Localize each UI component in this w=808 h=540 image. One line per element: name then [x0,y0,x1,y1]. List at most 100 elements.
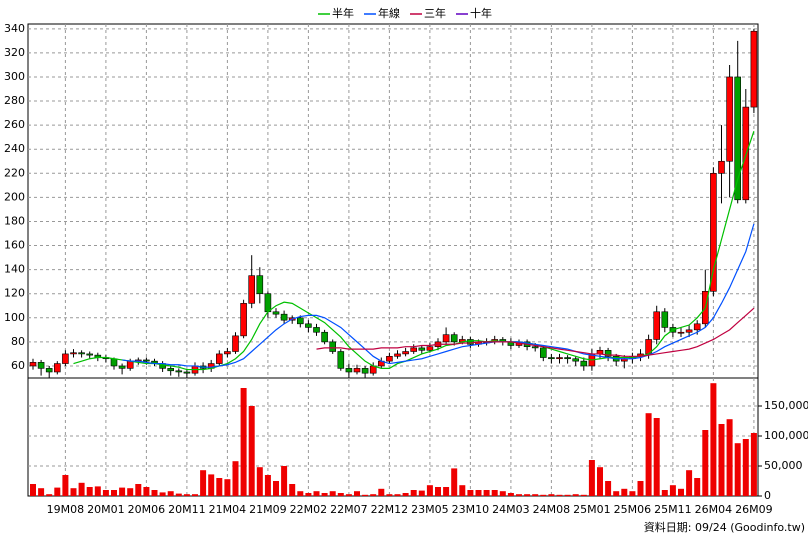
candle-body [402,351,409,355]
volume-bar [605,481,612,496]
y-tick-label: 300 [4,70,25,83]
volume-bar [694,478,701,496]
candle-body [345,368,353,373]
x-tick-label: 21M04 [209,503,247,516]
candle-body [175,370,183,373]
volume-bar [127,488,134,496]
candle-body [556,357,563,360]
volume-bar [345,494,352,496]
volume-bar [564,494,571,496]
volume-bar [710,383,717,496]
y-tick-label: 200 [4,190,25,203]
volume-bar [208,474,215,496]
volume-bar [467,490,474,496]
volume-bar [313,491,320,496]
volume-bar [459,485,466,496]
volume-bar [224,479,231,496]
volume-bar [94,486,101,496]
x-tick-label: 20M06 [128,503,166,516]
y-tick-label: 240 [4,142,25,155]
y2-tick-label: 50,000 [764,459,803,472]
candle-body [750,30,758,108]
x-tick-label: 24M03 [492,503,530,516]
volume-bar [159,492,166,496]
plot-frame [27,23,759,497]
y-tick-label: 120 [4,287,25,300]
candle-body [539,347,547,358]
volume-bar [621,488,628,496]
candle-body [564,357,571,360]
volume-bar [240,388,247,496]
y-tick-label: 160 [4,239,25,252]
candle-body [296,317,304,325]
x-tick-label: 25M11 [654,503,692,516]
candle-body [442,334,450,343]
x-tick-label: 23M05 [411,503,449,516]
source-note: 資料日期: 09/24 (Goodinfo.tw) [644,520,805,534]
x-tick-label: 24M08 [533,503,571,516]
volume-bar [402,493,409,496]
volume-bar [653,418,660,496]
candle-body [353,368,361,373]
volume-bar [167,491,174,496]
candle-body [426,346,434,351]
volume-bar [151,490,158,496]
y-tick-label: 280 [4,94,25,107]
candle-body [37,362,45,369]
volume-bar [443,487,450,496]
candle-body [110,358,118,367]
volume-bar [572,494,579,496]
volume-bar [321,493,328,496]
volume-bar [135,484,142,496]
x-tick-label: 25M06 [614,503,652,516]
candle-body [361,368,369,374]
volume-bar [556,494,563,496]
candle-body [280,313,288,321]
candle-body [604,350,612,357]
volume-bar [750,433,757,496]
volume-bar [216,478,223,496]
y2-tick-label: 100,000 [764,429,808,442]
candle-body [240,303,247,337]
volume-bar [597,467,603,496]
volume-bar [410,490,417,496]
volume-bar [78,482,85,496]
candle-body [418,347,426,351]
volume-bar [726,419,733,496]
volume-bar [483,490,490,496]
candle-body [531,346,539,349]
volume-bar [637,481,644,496]
x-tick-label: 20M11 [168,503,206,516]
volume-bar [354,491,360,496]
volume-bar [613,491,620,496]
volume-bar [143,487,150,496]
legend-label: 年線 [378,6,400,20]
volume-bar [297,491,304,496]
x-tick-label: 25M01 [573,503,611,516]
candle-body [183,371,191,374]
candle-body [548,357,555,360]
volume-bar [491,490,498,496]
volume-bar [102,490,109,496]
candle-body [143,359,150,362]
candle-body [86,353,93,356]
volume-bar [329,491,336,496]
candle-body [661,311,669,328]
volume-bar [678,488,684,496]
x-tick-label: 22M02 [290,503,328,516]
ma-line [316,307,755,357]
candle-body [450,334,458,343]
volume-bar [629,491,636,496]
volume-bar [192,494,198,496]
candle-body [677,331,685,334]
candle-body [256,275,264,295]
volume-bar [70,488,77,496]
candle-body [410,347,418,352]
volume-bar [183,494,190,496]
y-tick-label: 100 [4,311,25,324]
volume-bar [264,475,271,496]
candle-body [272,311,280,315]
candle-body [734,76,742,201]
volume-bar [661,490,668,496]
legend-label: 半年 [332,6,354,20]
